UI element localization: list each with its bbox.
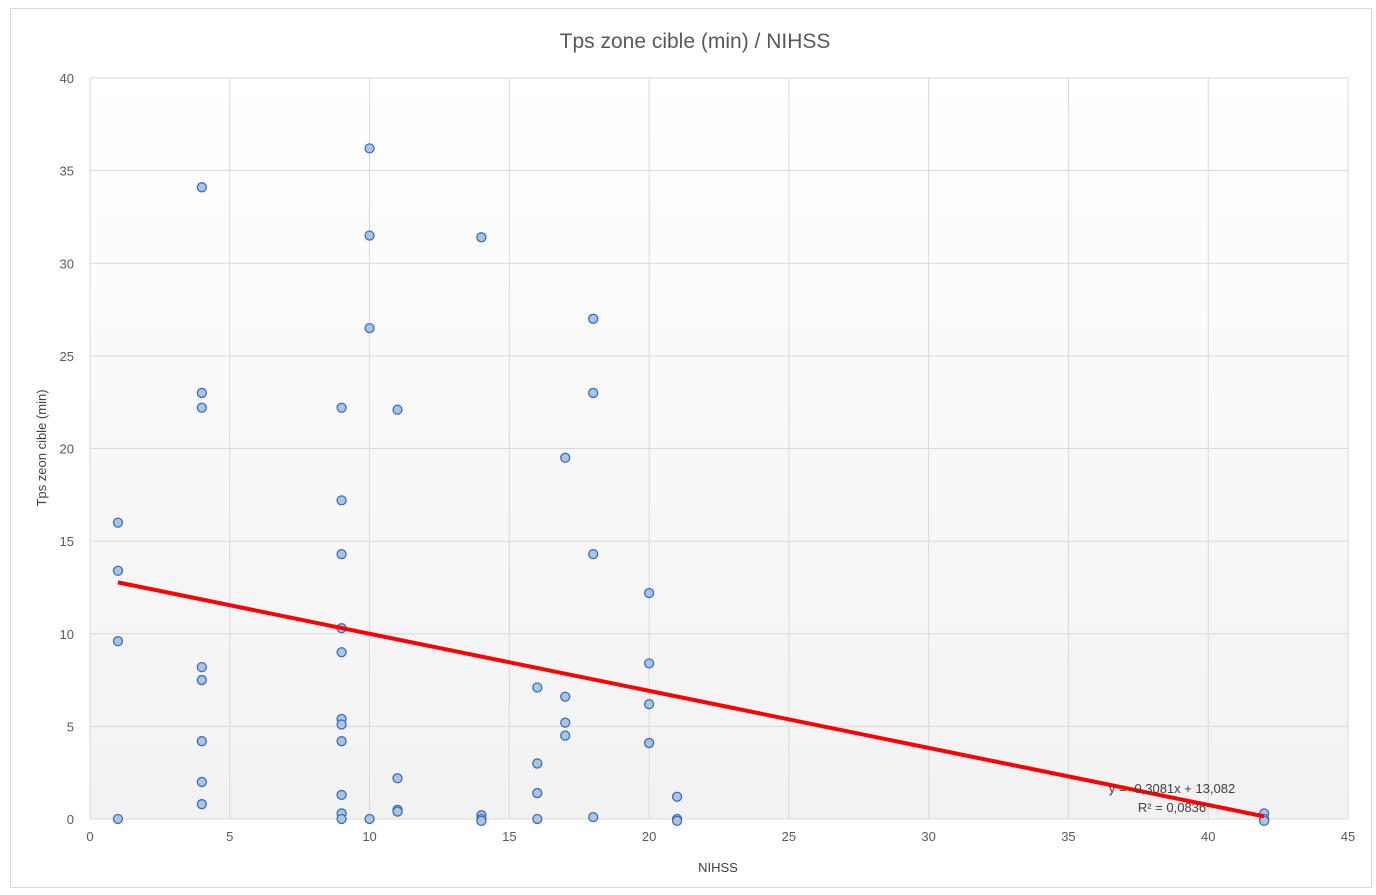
data-point	[643, 658, 655, 669]
data-point	[196, 776, 207, 788]
data-point	[196, 674, 207, 686]
x-tick-label: 40	[1201, 829, 1215, 844]
data-point	[196, 799, 207, 810]
trendline-line	[117, 580, 1265, 819]
y-tick-label: 0	[67, 812, 74, 827]
x-tick-label: 25	[782, 829, 796, 844]
data-point	[532, 813, 543, 825]
data-point	[336, 719, 347, 730]
data-point	[532, 758, 543, 769]
data-point	[364, 813, 375, 825]
y-tick-label: 15	[60, 534, 74, 549]
data-point	[643, 737, 655, 749]
data-point	[336, 736, 347, 747]
data-point	[196, 402, 207, 413]
y-tick-label: 10	[60, 627, 74, 642]
x-axis-ticks: 0 5 10 15 20 25 30 35 40 45	[86, 829, 1355, 844]
y-tick-label: 5	[67, 719, 74, 734]
data-point	[392, 806, 403, 817]
data-point	[588, 387, 599, 399]
y-tick-label: 30	[60, 256, 74, 271]
x-axis-title: NIHSS	[698, 860, 738, 875]
data-point	[336, 647, 347, 658]
data-point	[560, 717, 571, 728]
data-point	[392, 773, 403, 784]
y-tick-label: 40	[60, 71, 74, 86]
data-point	[560, 452, 571, 463]
x-tick-label: 5	[226, 829, 233, 844]
y-tick-label: 20	[60, 442, 74, 457]
data-point	[336, 789, 347, 801]
data-point	[364, 143, 375, 154]
data-point	[476, 232, 487, 243]
data-point	[532, 682, 543, 693]
gridlines	[89, 77, 1349, 820]
y-axis-title: Tps zeon cible (min)	[34, 389, 49, 506]
x-tick-label: 30	[921, 829, 935, 844]
data-point	[476, 815, 487, 827]
data-point	[196, 387, 207, 399]
data-point	[643, 587, 655, 599]
data-point	[336, 548, 347, 560]
data-point	[532, 787, 543, 799]
data-point	[364, 230, 375, 241]
y-tick-label: 35	[60, 164, 74, 179]
data-point	[336, 495, 347, 506]
data-point	[643, 698, 655, 710]
data-point	[336, 813, 347, 825]
x-tick-label: 20	[642, 829, 656, 844]
data-point	[336, 402, 347, 413]
trendline-equation: y = -0,3081x + 13,082	[1109, 781, 1235, 796]
data-point	[671, 791, 683, 802]
trendline-r-squared: R² = 0,0836	[1138, 800, 1206, 815]
chart-title: Tps zone cible (min) / NIHSS	[560, 30, 831, 53]
data-point	[112, 636, 124, 647]
data-point	[671, 815, 683, 827]
x-tick-label: 45	[1341, 829, 1355, 844]
x-tick-label: 15	[502, 829, 516, 844]
data-point	[112, 565, 124, 576]
data-points	[112, 143, 1270, 827]
data-point	[112, 813, 124, 825]
data-point	[364, 322, 375, 334]
data-point	[196, 736, 207, 747]
data-point	[560, 730, 571, 741]
data-point	[392, 404, 403, 415]
data-point	[112, 517, 124, 528]
x-tick-label: 0	[86, 829, 93, 844]
y-axis-ticks: 0 5 10 15 20 25 30 35 40	[60, 71, 74, 827]
data-point	[560, 691, 571, 702]
data-point	[588, 313, 599, 324]
x-tick-label: 10	[362, 829, 376, 844]
data-point	[196, 661, 207, 673]
data-point	[196, 182, 207, 193]
x-tick-label: 35	[1061, 829, 1075, 844]
data-point	[588, 811, 599, 823]
trendline	[117, 580, 1265, 819]
data-point	[588, 548, 599, 560]
y-tick-label: 25	[60, 349, 74, 364]
